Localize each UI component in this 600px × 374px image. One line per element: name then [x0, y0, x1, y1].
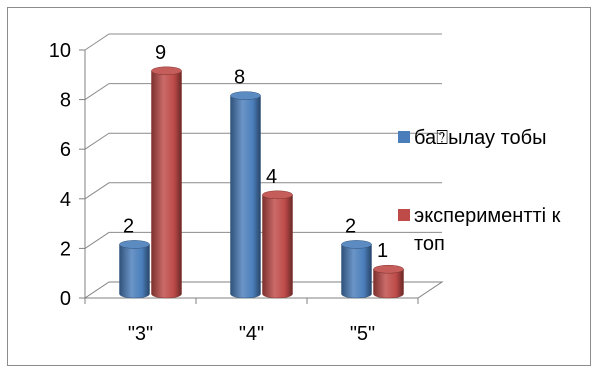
data-label-1-3: 2: [345, 215, 356, 237]
bar-top-2-1: [151, 66, 182, 76]
y-tick-label: 10: [49, 40, 71, 62]
bar-top-1-1: [119, 240, 150, 249]
legend-swatch-series-1: [398, 131, 410, 143]
gridline: [84, 132, 442, 150]
x-tick-label: "3": [128, 323, 153, 345]
y-tick-label: 6: [60, 139, 71, 161]
bar-top-1-3: [341, 240, 372, 249]
data-label-2-2: 4: [266, 166, 277, 188]
bar-top-2-2: [262, 190, 293, 200]
gridline: [84, 231, 442, 249]
gridline: [84, 33, 442, 51]
x-tick-label: "4": [239, 323, 264, 345]
data-label-1-1: 2: [123, 215, 134, 237]
data-label-2-3: 1: [377, 240, 388, 262]
bar-top-2-3: [373, 264, 404, 274]
y-tick-label: 8: [60, 90, 71, 112]
gridline: [84, 83, 442, 101]
y-tick-label: 0: [60, 288, 71, 310]
gridline: [84, 182, 442, 200]
bar-1-3: [341, 244, 372, 299]
legend-item-series-1: ба⍰ылау тобы: [398, 124, 594, 152]
bar-1-1: [119, 244, 150, 299]
bar-2-2: [262, 194, 293, 299]
x-tick-label: "5": [350, 323, 375, 345]
legend-label-series-1: ба⍰ылау тобы: [414, 127, 547, 149]
legend: ба⍰ылау тобы экспериментті к топ: [398, 124, 594, 308]
y-tick-label: 2: [60, 238, 71, 260]
legend-item-series-2: экспериментті к топ: [398, 202, 594, 258]
legend-label-series-2: экспериментті к топ: [414, 205, 561, 255]
gridlines: [84, 33, 442, 249]
y-tick-label: 4: [60, 189, 71, 211]
bar-1-2: [230, 95, 261, 299]
data-label-2-1: 9: [155, 42, 166, 64]
bar-top-1-2: [230, 91, 261, 100]
bars: [119, 66, 404, 299]
axes: [79, 49, 419, 304]
bar-2-1: [151, 70, 182, 299]
legend-swatch-series-2: [398, 209, 410, 221]
data-label-1-2: 8: [234, 67, 245, 89]
